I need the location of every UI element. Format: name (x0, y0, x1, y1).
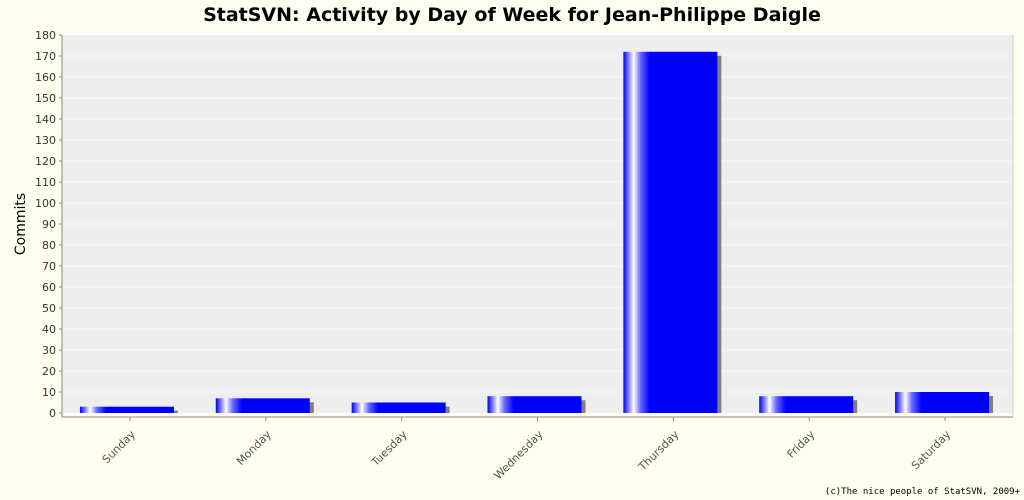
y-tick-label: 30 (42, 344, 56, 357)
y-tick-labels: 0 10 20 30 40 50 60 70 80 90 100 110 120 130 140 150 160… (35, 29, 62, 420)
x-category-labels: Sunday Monday Tuesday Wednesday Thursday Frid… (100, 417, 954, 482)
y-tick-label: 80 (42, 239, 56, 252)
chart-title: StatSVN: Activity by Day of Week for Jea… (203, 4, 821, 26)
y-tick-label: 10 (42, 386, 56, 399)
y-tick-label: 140 (35, 113, 56, 126)
y-tick-label: 110 (35, 176, 56, 189)
bars (79, 51, 990, 414)
bar-sunday (79, 406, 174, 413)
y-tick-label: 70 (42, 260, 56, 273)
x-category-label: Saturday (909, 428, 954, 473)
x-category-label: Monday (234, 428, 274, 468)
y-tick-label: 60 (42, 281, 56, 294)
y-tick-label: 180 (35, 29, 56, 42)
bar-thursday (623, 51, 718, 414)
y-tick-label: 120 (35, 155, 56, 168)
y-tick-label: 100 (35, 197, 56, 210)
y-tick-label: 130 (35, 134, 56, 147)
y-tick-label: 160 (35, 71, 56, 84)
y-tick-label: 0 (49, 407, 56, 420)
bar-friday (759, 396, 854, 413)
y-axis-label: Commits (13, 193, 29, 255)
y-tick-label: 40 (42, 323, 56, 336)
y-tick-label: 90 (42, 218, 56, 231)
copyright-notice: (c)The nice people of StatSVN, 2009+ (824, 487, 1020, 497)
y-tick-label: 50 (42, 302, 56, 315)
x-category-label: Sunday (100, 428, 139, 467)
bar-wednesday (487, 396, 582, 413)
y-tick-label: 20 (42, 365, 56, 378)
bar-tuesday (351, 402, 446, 413)
bar-monday (215, 398, 310, 413)
x-category-label: Friday (785, 428, 818, 461)
x-category-label: Wednesday (491, 428, 546, 483)
x-category-label: Tuesday (368, 428, 410, 470)
x-category-label: Thursday (635, 428, 681, 474)
y-tick-label: 170 (35, 50, 56, 63)
y-tick-label: 150 (35, 92, 56, 105)
bar-saturday (895, 392, 990, 413)
